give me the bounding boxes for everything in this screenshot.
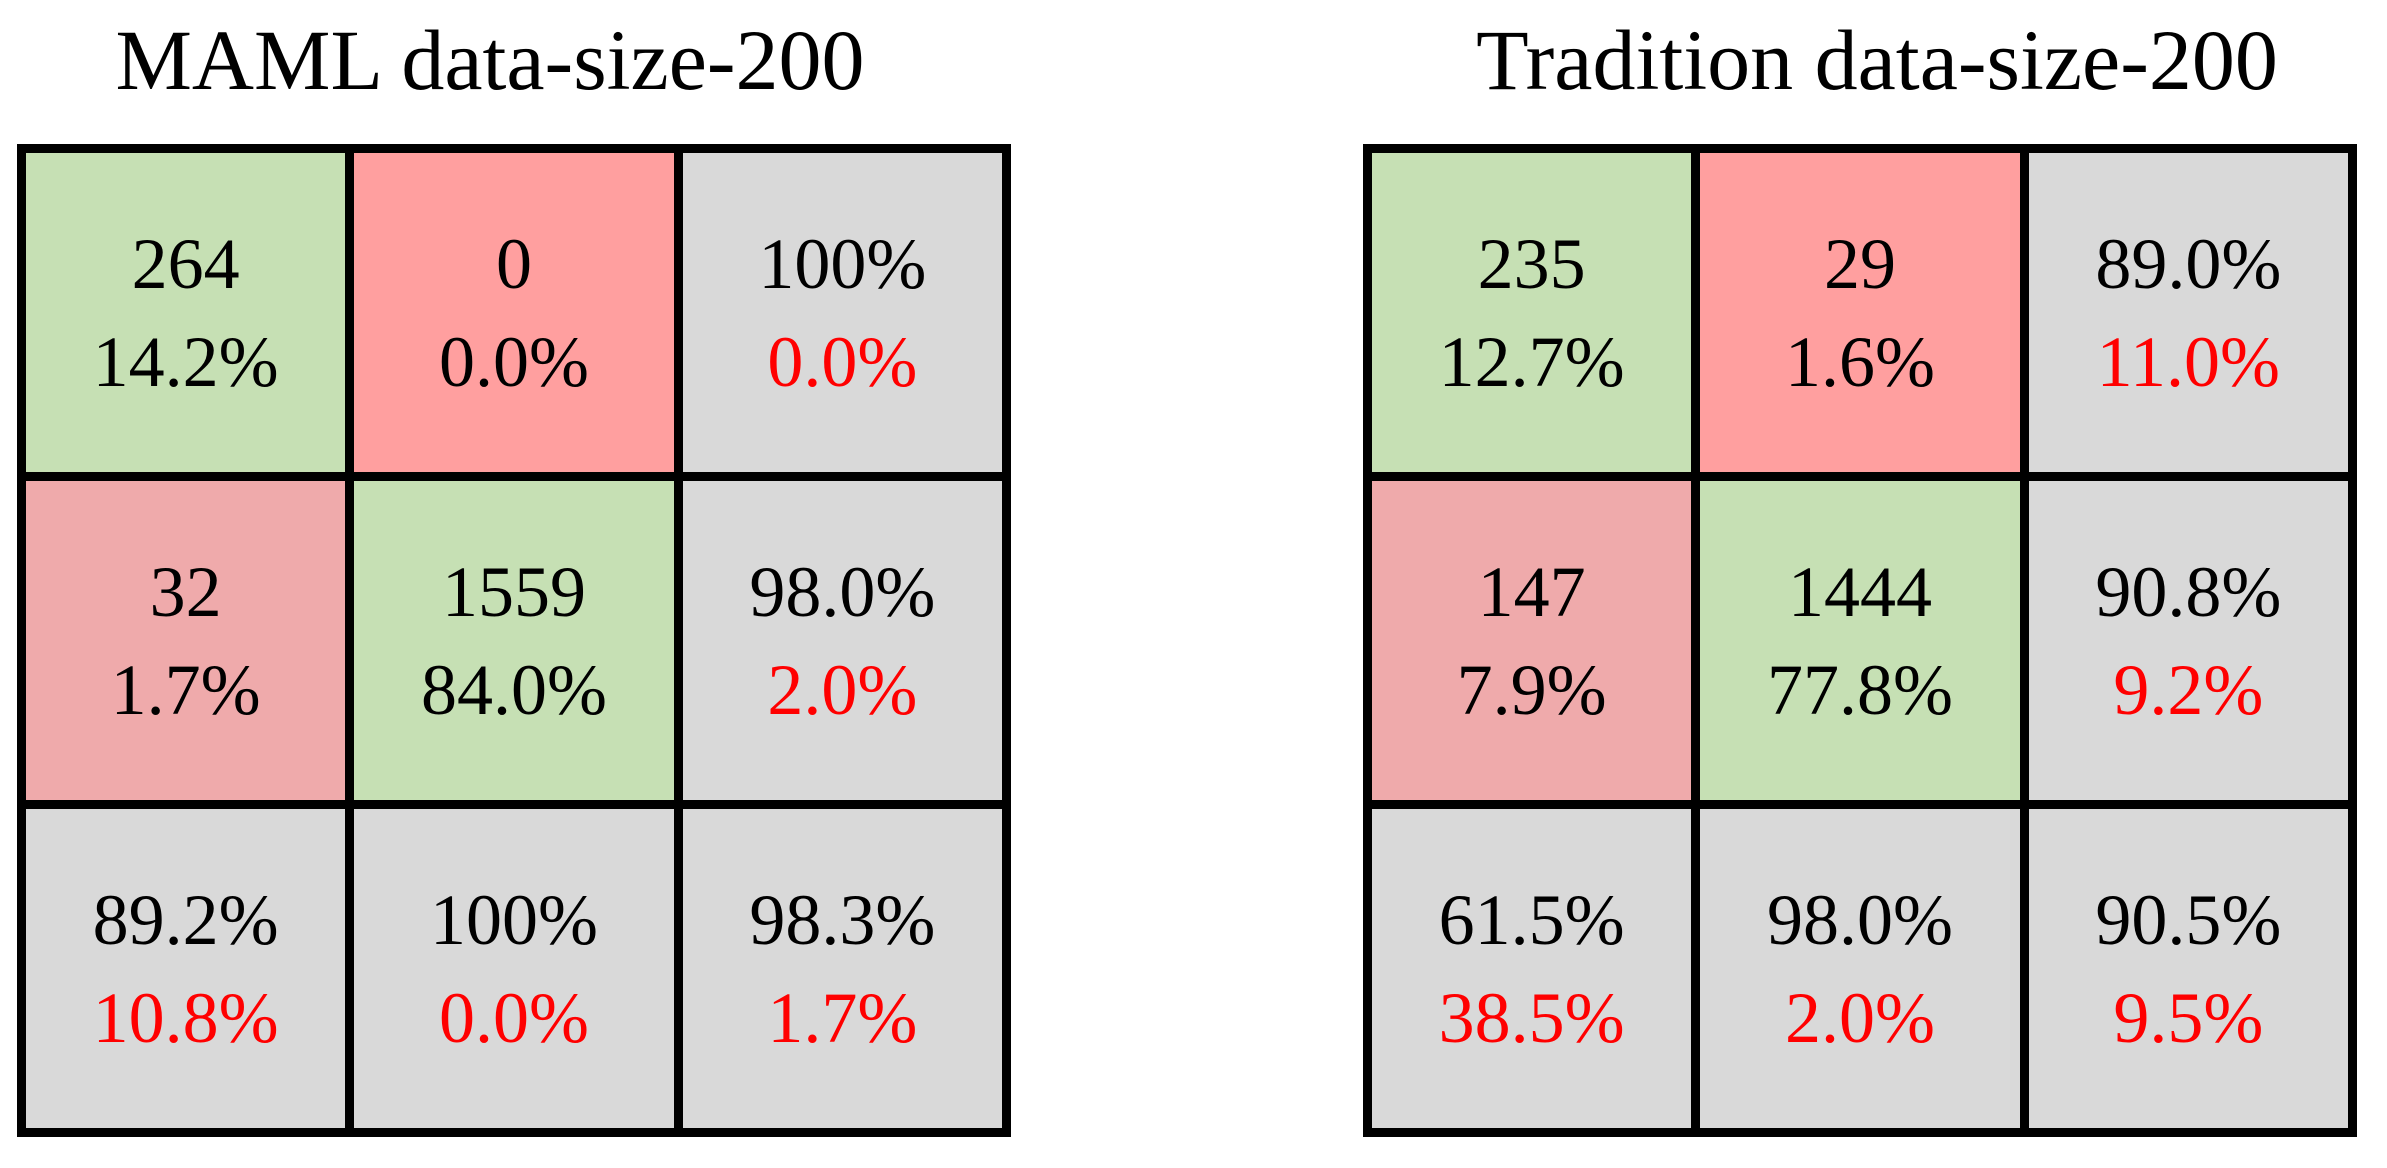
tradition-cell-percent: 11.0%: [2096, 321, 2280, 402]
tradition-cell-value: 147: [1477, 551, 1586, 632]
maml-cell-percent: 10.8%: [92, 977, 279, 1058]
tradition-cell-percent: 2.0%: [1785, 977, 1935, 1058]
tradition-confusion-matrix: 235 12.7% 29 1.6% 89.0% 11.0% 147 7.9% 1444 77.8%…: [1363, 144, 2357, 1137]
maml-cell-r2-c3: 98.0% 2.0%: [682, 481, 1002, 800]
maml-cell-percent: 0.0%: [439, 321, 589, 402]
tradition-cell-percent: 38.5%: [1438, 977, 1625, 1058]
tradition-matrix-title: Tradition data-size-200: [1476, 12, 2278, 108]
tradition-cell-percent: 12.7%: [1438, 321, 1625, 402]
tradition-cell-r1-c1: 235 12.7%: [1372, 153, 1692, 472]
maml-cell-percent: 0.0%: [767, 321, 918, 402]
tradition-cell-value: 1444: [1787, 551, 1932, 632]
maml-cell-r3-c3: 98.3% 1.7%: [682, 809, 1002, 1128]
maml-cell-value: 32: [149, 551, 222, 632]
tradition-cell-percent: 9.2%: [2113, 649, 2264, 730]
tradition-cell-percent: 9.5%: [2113, 977, 2264, 1058]
maml-cell-r2-c1: 32 1.7%: [26, 481, 346, 800]
maml-cell-value: 98.3%: [749, 879, 936, 960]
tradition-cell-percent: 7.9%: [1456, 649, 1607, 730]
tradition-cell-r1-c2: 29 1.6%: [1700, 153, 2020, 472]
maml-cell-r3-c2: 100% 0.0%: [354, 809, 674, 1128]
maml-cell-value: 264: [131, 223, 240, 304]
maml-cell-r2-c2: 1559 84.0%: [354, 481, 674, 800]
maml-cell-percent: 2.0%: [767, 649, 918, 730]
maml-cell-percent: 0.0%: [439, 977, 589, 1058]
tradition-cell-r3-c2: 98.0% 2.0%: [1700, 809, 2020, 1128]
maml-matrix-title: MAML data-size-200: [115, 12, 865, 108]
tradition-cell-r3-c1: 61.5% 38.5%: [1372, 809, 1692, 1128]
maml-cell-value: 89.2%: [92, 879, 279, 960]
tradition-cell-value: 235: [1477, 223, 1586, 304]
tradition-cell-r1-c3: 89.0% 11.0%: [2028, 153, 2348, 472]
tradition-cell-value: 98.0%: [1767, 879, 1953, 960]
tradition-cell-r3-c3: 90.5% 9.5%: [2028, 809, 2348, 1128]
maml-cell-percent: 1.7%: [110, 649, 261, 730]
maml-cell-r1-c1: 264 14.2%: [26, 153, 346, 472]
maml-cell-r1-c2: 0 0.0%: [354, 153, 674, 472]
maml-cell-r3-c1: 89.2% 10.8%: [26, 809, 346, 1128]
tradition-cell-r2-c1: 147 7.9%: [1372, 481, 1692, 800]
maml-cell-percent: 1.7%: [767, 977, 918, 1058]
maml-cell-value: 100%: [758, 223, 927, 304]
tradition-cell-percent: 77.8%: [1767, 649, 1953, 730]
tradition-cell-value: 89.0%: [2095, 223, 2282, 304]
tradition-cell-r2-c3: 90.8% 9.2%: [2028, 481, 2348, 800]
maml-cell-value: 100%: [430, 879, 598, 960]
maml-cell-value: 1559: [441, 551, 586, 632]
tradition-cell-value: 61.5%: [1438, 879, 1625, 960]
tradition-cell-value: 90.5%: [2095, 879, 2282, 960]
maml-cell-r1-c3: 100% 0.0%: [682, 153, 1002, 472]
tradition-cell-value: 29: [1823, 223, 1896, 304]
maml-cell-value: 98.0%: [749, 551, 936, 632]
maml-cell-value: 0: [495, 223, 532, 304]
tradition-cell-value: 90.8%: [2095, 551, 2282, 632]
tradition-cell-r2-c2: 1444 77.8%: [1700, 481, 2020, 800]
maml-cell-percent: 84.0%: [421, 649, 607, 730]
tradition-cell-percent: 1.6%: [1785, 321, 1935, 402]
maml-cell-percent: 14.2%: [92, 321, 279, 402]
maml-confusion-matrix: 264 14.2% 0 0.0% 100% 0.0% 32 1.7% 1559 84.0% 98.0…: [17, 144, 1011, 1137]
